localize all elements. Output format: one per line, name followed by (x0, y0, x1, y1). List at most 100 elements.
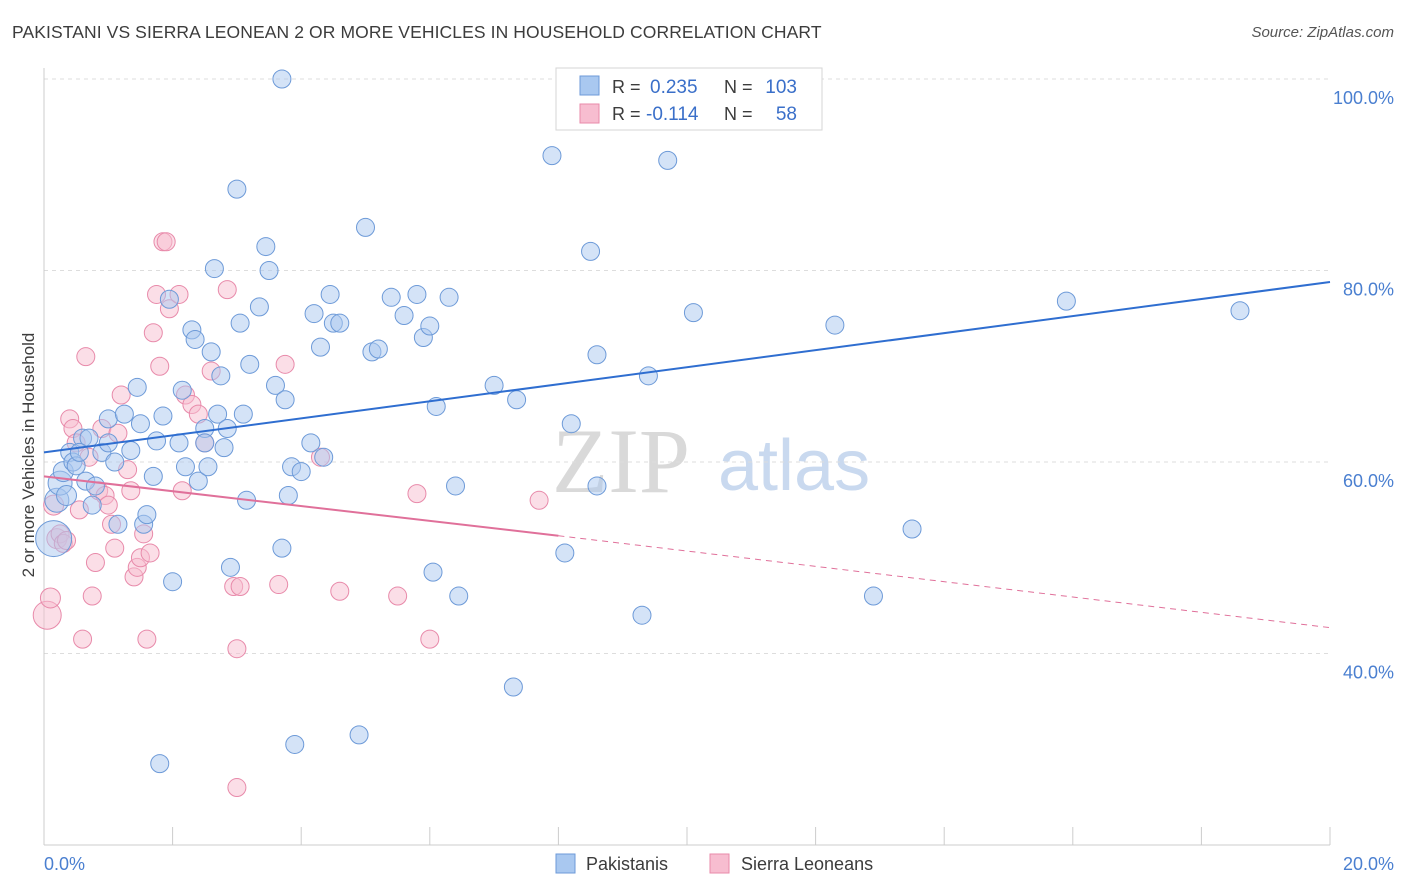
pakistanis-point (35, 520, 73, 558)
pakistanis-point (658, 150, 678, 170)
pakistanis-point (108, 514, 128, 534)
pakistanis-point (587, 345, 607, 365)
pakistanis-point (265, 375, 285, 395)
bottom-legend-swatch-sierra-leoneans (709, 853, 730, 874)
sierra-leoneans-point (121, 481, 141, 501)
pakistanis-point (208, 404, 228, 424)
pakistanis-point (484, 375, 504, 395)
pakistanis-point (121, 441, 141, 461)
pakistanis-point (159, 289, 179, 309)
legend-r-value-2: -0.114 (646, 104, 699, 125)
pakistanis-point (449, 586, 469, 606)
pakistanis-point (211, 366, 231, 386)
sierra-leoneans-point (85, 553, 105, 573)
x-tick-label-min: 0.0% (44, 854, 85, 874)
pakistanis-point (105, 452, 125, 472)
x-tick-label-max: 20.0% (1343, 854, 1394, 874)
sierra-leoneans-point (388, 586, 408, 606)
sierra-leoneans-point (420, 629, 440, 649)
axes (43, 68, 1331, 846)
series-pakistanis (35, 69, 1250, 774)
sierra-leoneans-point (156, 232, 176, 252)
trend-line-sierra-leoneans (43, 475, 559, 537)
pakistanis-point (147, 431, 167, 451)
pakistanis-point (1056, 291, 1076, 311)
pakistanis-point (130, 414, 150, 434)
pakistanis-point (314, 447, 334, 467)
pakistanis-point (240, 354, 260, 374)
pakistanis-point (394, 306, 414, 326)
bottom-legend-swatch-pakistanis (555, 853, 576, 874)
y-tick-labels: 100.0% 80.0% 60.0% 40.0% (1333, 88, 1394, 683)
pakistanis-point (169, 433, 189, 453)
pakistanis-point (902, 519, 922, 539)
sierra-leoneans-point (98, 495, 118, 515)
sierra-leoneans-point (76, 347, 96, 367)
pakistanis-point (349, 725, 369, 745)
trend-line-pakistanis (43, 280, 1331, 454)
pakistanis-point (407, 284, 427, 304)
pakistanis-point (304, 304, 324, 324)
pakistanis-point (137, 505, 157, 525)
pakistanis-point (127, 377, 147, 397)
sierra-leoneans-point (73, 629, 93, 649)
sierra-leoneans-point (39, 587, 61, 609)
pakistanis-point (143, 466, 163, 486)
chart-title: PAKISTANI VS SIERRA LEONEAN 2 OR MORE VE… (12, 22, 822, 42)
pakistanis-point (446, 476, 466, 496)
pakistanis-point (204, 259, 224, 279)
pakistanis-point (227, 179, 247, 199)
pakistanis-point (420, 316, 440, 336)
legend-n-label-1: N = (724, 77, 753, 97)
pakistanis-point (233, 404, 253, 424)
legend-r-value-1: 0.235 (650, 77, 698, 98)
pakistanis-point (98, 409, 118, 429)
pakistanis-point (198, 457, 218, 477)
pakistanis-point (82, 495, 102, 515)
legend-swatch-pakistanis (579, 75, 600, 96)
pakistanis-point (220, 557, 240, 577)
pakistanis-point (278, 486, 298, 506)
sierra-leoneans-point (111, 385, 131, 405)
pakistanis-point (439, 287, 459, 307)
sierra-leoneans-point (105, 538, 125, 558)
legend-n-label-2: N = (724, 104, 753, 124)
pakistanis-point (555, 543, 575, 563)
sierra-leoneans-point (275, 354, 295, 374)
pakistanis-point (1230, 301, 1250, 321)
pakistanis-point (507, 390, 527, 410)
pakistanis-point (163, 572, 183, 592)
pakistanis-point (503, 677, 523, 697)
correlation-legend: R = 0.235 N = 103 R = -0.114 N = 58 (555, 67, 823, 131)
pakistanis-point (423, 562, 443, 582)
pakistanis-point (150, 754, 170, 774)
legend-r-label-1: R = (612, 77, 641, 97)
pakistanis-point (153, 406, 173, 426)
pakistanis-point (195, 433, 215, 453)
pakistanis-point (561, 414, 581, 434)
pakistanis-point (230, 313, 250, 333)
sierra-leoneans-point (227, 778, 247, 798)
pakistanis-point (285, 734, 305, 754)
pakistanis-point (683, 303, 703, 323)
sierra-leoneans-point (217, 280, 237, 300)
pakistanis-point (256, 237, 276, 257)
pakistanis-point (272, 538, 292, 558)
pakistanis-point (56, 485, 78, 507)
pakistanis-point (249, 297, 269, 317)
pakistanis-point (863, 586, 883, 606)
pakistanis-point (381, 287, 401, 307)
pakistanis-point (368, 339, 388, 359)
legend-n-value-1: 103 (765, 77, 797, 98)
y-tick-label: 40.0% (1343, 663, 1394, 683)
series-sierra-leoneans (32, 232, 549, 798)
sierra-leoneans-point (140, 543, 160, 563)
pakistanis-point (114, 404, 134, 424)
y-tick-label: 60.0% (1343, 471, 1394, 491)
pakistanis-point (330, 313, 350, 333)
pakistanis-point (356, 217, 375, 237)
sierra-leoneans-point (137, 629, 157, 649)
sierra-leoneans-point (227, 639, 247, 659)
legend-n-value-2: 58 (776, 104, 797, 125)
sierra-leoneans-point (529, 490, 549, 510)
